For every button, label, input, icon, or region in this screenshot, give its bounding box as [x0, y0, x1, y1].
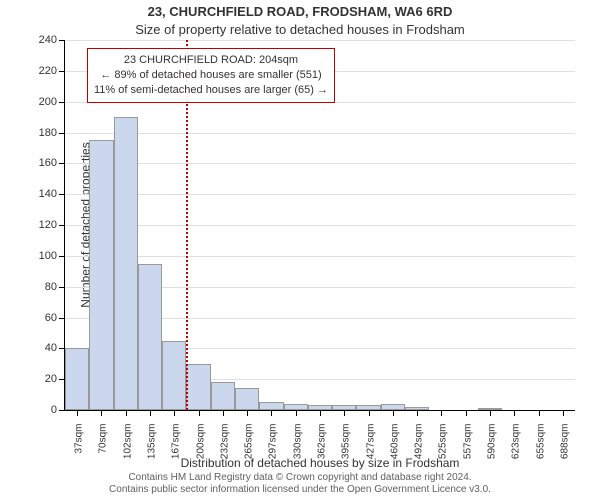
y-tick-label: 160 — [25, 157, 57, 169]
gridline — [65, 225, 575, 226]
histogram-bar — [114, 117, 138, 410]
figure-title-secondary: Size of property relative to detached ho… — [0, 22, 600, 37]
figure-footer: Contains HM Land Registry data © Crown c… — [0, 472, 600, 496]
histogram-bar — [211, 382, 235, 410]
figure-title-primary: 23, CHURCHFIELD ROAD, FRODSHAM, WA6 6RD — [0, 4, 600, 19]
histogram-bar — [138, 264, 162, 410]
y-tick-label: 180 — [25, 127, 57, 139]
x-tick-label: 460sqm — [389, 424, 400, 474]
gridline — [65, 163, 575, 164]
x-tick — [296, 410, 297, 416]
x-tick-label: 427sqm — [365, 424, 376, 474]
x-tick-label: 37sqm — [74, 424, 85, 474]
x-tick-label: 297sqm — [268, 424, 279, 474]
gridline — [65, 194, 575, 195]
x-tick — [247, 410, 248, 416]
x-tick-label: 623sqm — [511, 424, 522, 474]
histogram-bar — [259, 402, 283, 410]
y-tick-label: 220 — [25, 65, 57, 77]
x-tick-label: 525sqm — [438, 424, 449, 474]
annotation-box: 23 CHURCHFIELD ROAD: 204sqm← 89% of deta… — [87, 48, 335, 103]
x-tick-label: 232sqm — [219, 424, 230, 474]
gridline — [65, 133, 575, 134]
y-tick-label: 100 — [25, 250, 57, 262]
x-tick-label: 655sqm — [535, 424, 546, 474]
footer-line-1: Contains HM Land Registry data © Crown c… — [0, 472, 600, 484]
x-tick-label: 200sqm — [195, 424, 206, 474]
y-tick — [59, 194, 65, 195]
x-tick-label: 557sqm — [462, 424, 473, 474]
annotation-line: ← 89% of detached houses are smaller (55… — [94, 68, 328, 83]
y-tick-label: 20 — [25, 373, 57, 385]
x-tick-label: 688sqm — [559, 424, 570, 474]
x-tick-label: 135sqm — [147, 424, 158, 474]
y-tick — [59, 102, 65, 103]
x-tick — [417, 410, 418, 416]
x-tick-label: 590sqm — [487, 424, 498, 474]
footer-line-2: Contains public sector information licen… — [0, 484, 600, 496]
annotation-line: 11% of semi-detached houses are larger (… — [94, 83, 328, 98]
y-tick-label: 0 — [25, 404, 57, 416]
y-tick — [59, 71, 65, 72]
x-tick — [369, 410, 370, 416]
x-tick-label: 70sqm — [98, 424, 109, 474]
y-tick-label: 40 — [25, 342, 57, 354]
x-tick — [320, 410, 321, 416]
x-tick — [539, 410, 540, 416]
figure-container: 23, CHURCHFIELD ROAD, FRODSHAM, WA6 6RD … — [0, 0, 600, 500]
histogram-bar — [65, 348, 89, 410]
gridline — [65, 256, 575, 257]
x-tick-label: 492sqm — [414, 424, 425, 474]
y-tick — [59, 133, 65, 134]
y-tick-label: 60 — [25, 312, 57, 324]
x-tick — [150, 410, 151, 416]
y-tick — [59, 163, 65, 164]
x-tick — [223, 410, 224, 416]
x-tick-label: 167sqm — [171, 424, 182, 474]
x-tick — [271, 410, 272, 416]
x-tick — [393, 410, 394, 416]
annotation-line: 23 CHURCHFIELD ROAD: 204sqm — [94, 53, 328, 68]
x-tick — [514, 410, 515, 416]
x-tick — [490, 410, 491, 416]
y-tick-label: 140 — [25, 188, 57, 200]
x-tick — [344, 410, 345, 416]
y-tick — [59, 318, 65, 319]
x-tick-label: 395sqm — [341, 424, 352, 474]
x-tick-label: 265sqm — [244, 424, 255, 474]
x-tick — [77, 410, 78, 416]
y-tick — [59, 40, 65, 41]
y-tick-label: 200 — [25, 96, 57, 108]
x-tick — [126, 410, 127, 416]
y-tick — [59, 225, 65, 226]
x-tick — [563, 410, 564, 416]
histogram-bar — [186, 364, 210, 410]
x-tick — [466, 410, 467, 416]
y-tick — [59, 256, 65, 257]
histogram-bar — [89, 140, 113, 410]
x-tick — [441, 410, 442, 416]
y-tick — [59, 410, 65, 411]
x-tick — [101, 410, 102, 416]
plot-area: Number of detached properties Distributi… — [64, 40, 575, 411]
y-tick-label: 240 — [25, 34, 57, 46]
x-tick-label: 362sqm — [317, 424, 328, 474]
histogram-bar — [162, 341, 186, 410]
gridline — [65, 40, 575, 41]
x-tick-label: 102sqm — [122, 424, 133, 474]
histogram-bar — [235, 388, 259, 410]
x-tick — [174, 410, 175, 416]
x-tick-label: 330sqm — [292, 424, 303, 474]
y-tick-label: 80 — [25, 281, 57, 293]
x-tick — [199, 410, 200, 416]
y-tick-label: 120 — [25, 219, 57, 231]
y-tick — [59, 287, 65, 288]
